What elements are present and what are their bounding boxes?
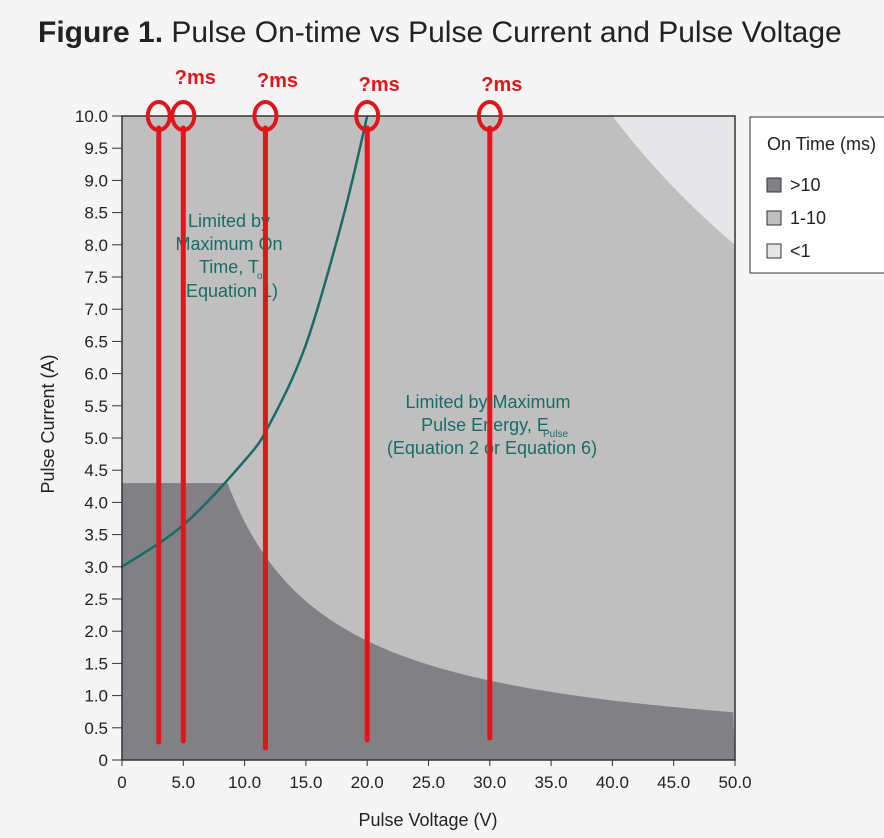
region-gt10 xyxy=(122,483,735,760)
y-tick-label: 3.5 xyxy=(84,526,108,545)
y-axis-label: Pulse Current (A) xyxy=(38,354,58,493)
x-tick-label: 25.0 xyxy=(412,773,445,792)
marker-circle xyxy=(170,100,197,132)
annotation-1-line: Time, T xyxy=(199,257,259,277)
y-tick-label: 5.0 xyxy=(84,429,108,448)
y-tick-label: 0.5 xyxy=(84,719,108,738)
y-tick-label: 4.5 xyxy=(84,461,108,480)
annotation-1-line: (Equation 1) xyxy=(180,281,278,301)
y-tick-label: 6.0 xyxy=(84,365,108,384)
x-axis-label: Pulse Voltage (V) xyxy=(358,810,497,830)
marker-label: ?ms xyxy=(175,67,216,89)
x-tick-label: 5.0 xyxy=(171,773,195,792)
annotation-1-line: Limited by xyxy=(188,211,270,231)
y-tick-label: 7.0 xyxy=(84,300,108,319)
legend-swatch xyxy=(766,243,782,259)
y-tick-label: 5.5 xyxy=(84,397,108,416)
marker-circle xyxy=(252,100,279,132)
chart-title: Figure 1. Pulse On-time vs Pulse Current… xyxy=(38,16,842,49)
chart-title-bold: Figure 1. xyxy=(38,16,163,49)
y-tick-label: 6.5 xyxy=(84,332,108,351)
x-tick-label: 50.0 xyxy=(718,773,751,792)
y-tick-label: 8.0 xyxy=(84,236,108,255)
legend-swatch xyxy=(766,177,782,193)
marker-label: ?ms xyxy=(257,70,298,92)
y-tick-label: 0 xyxy=(99,751,108,770)
x-tick-label: 40.0 xyxy=(596,773,629,792)
y-tick-label: 2.0 xyxy=(84,622,108,641)
y-tick-label: 8.5 xyxy=(84,204,108,223)
legend-title: On Time (ms) xyxy=(767,134,876,154)
y-tick-label: 1.5 xyxy=(84,654,108,673)
y-tick-label: 1.0 xyxy=(84,687,108,706)
marker-circle xyxy=(476,100,503,132)
x-tick-label: 15.0 xyxy=(289,773,322,792)
legend-label: 1-10 xyxy=(790,208,826,228)
plot-area xyxy=(121,115,736,761)
legend: On Time (ms) >10 1-10 <1 xyxy=(749,116,884,274)
markers: ?ms ?ms ?ms ?ms xyxy=(145,67,522,751)
legend-label: <1 xyxy=(790,241,811,261)
annotation-2-subscript: Pulse xyxy=(543,429,568,440)
y-tick-label: 10.0 xyxy=(75,107,108,126)
x-tick-label: 30.0 xyxy=(473,773,506,792)
annotation-1-subscript: on xyxy=(257,271,268,282)
chart-title-rest: Pulse On-time vs Pulse Current and Pulse… xyxy=(163,16,842,49)
y-tick-label: 4.0 xyxy=(84,493,108,512)
marker-label: ?ms xyxy=(359,74,400,96)
y-tick-label: 7.5 xyxy=(84,268,108,287)
y-tick-label: 9.0 xyxy=(84,171,108,190)
annotation-2-line: Pulse Energy, E xyxy=(421,415,549,435)
y-tick-label: 2.5 xyxy=(84,590,108,609)
x-tick-label: 10.0 xyxy=(228,773,261,792)
legend-swatch xyxy=(766,210,782,226)
marker-label: ?ms xyxy=(481,74,522,96)
annotations: Limited by Maximum On Time, Ton(Equation 1… xyxy=(175,211,597,458)
y-tick-label: 3.0 xyxy=(84,558,108,577)
legend-label: >10 xyxy=(790,175,821,195)
x-tick-label: 35.0 xyxy=(535,773,568,792)
y-tick-label: 9.5 xyxy=(84,139,108,158)
marker-circle xyxy=(145,100,172,132)
annotation-1-line: Maximum On xyxy=(175,234,282,254)
x-tick-label: 45.0 xyxy=(657,773,690,792)
x-tick-label: 20.0 xyxy=(351,773,384,792)
x-tick-label: 0 xyxy=(117,773,126,792)
marker-circle xyxy=(354,100,381,132)
axes: 0 5.0 10.0 15.0 20.0 25.0 30.0 35.0 40.0 45.0 50.0… xyxy=(75,107,752,792)
